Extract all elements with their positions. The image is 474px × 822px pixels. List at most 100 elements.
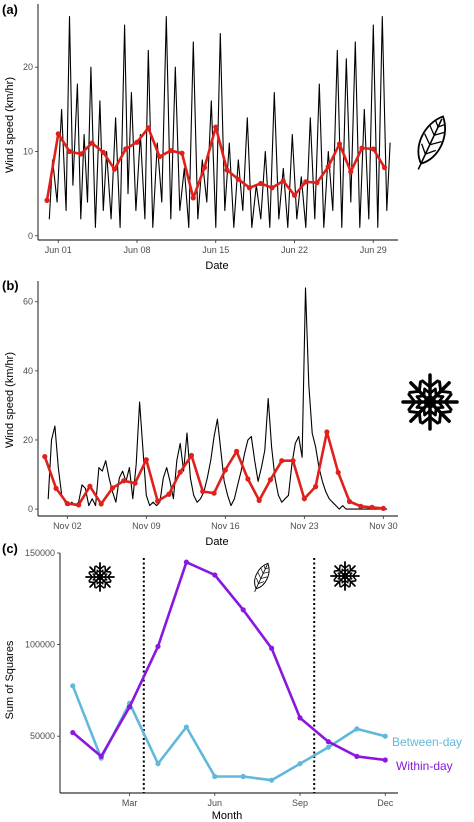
panel-a-series-daily-mean-point (348, 169, 354, 175)
panel-c-series-within-day-point (98, 753, 104, 759)
panel-c-series-between-day-point (240, 773, 246, 780)
panel-c-series-between-day-point (325, 744, 332, 750)
panel-a-series-daily-mean-point (145, 125, 151, 131)
panel-b-series-daily-mean-point (143, 457, 149, 463)
series-label-between-day: Between-day (392, 735, 462, 749)
panel-a-y-tick-label: 20 (23, 62, 33, 72)
panel-c-series-between-day-point (155, 761, 161, 767)
snowflake-icon (331, 562, 359, 590)
panel-a-x-tick-label: Jun 01 (45, 245, 72, 255)
leaf-icon (248, 560, 274, 595)
panel-b-series-daily-mean-point (64, 500, 70, 507)
panel-b-x-tick-label: Nov 02 (53, 521, 82, 531)
panel-c-series-within-day-point (297, 715, 303, 721)
panel-c-y-tick-label: 50000 (30, 731, 55, 741)
panel-b-series-daily-mean-point (211, 490, 217, 496)
panel-b-x-tick-label: Nov 23 (290, 521, 319, 531)
panel-c-x-tick-label: Jun (208, 798, 223, 808)
panel-a-series-daily-mean-point (100, 149, 106, 155)
panel-c-label: (c) (2, 541, 18, 556)
panel-c-series-within-day-point (183, 559, 189, 565)
panel-a-series-daily-mean-point (291, 192, 298, 198)
panel-b-series-daily-mean-point (369, 504, 375, 510)
panel-b-x-tick-label: Nov 09 (132, 521, 161, 531)
panel-b-series-daily-mean-point (324, 429, 330, 435)
panel-a-label: (a) (2, 2, 18, 17)
panel-b-xlabel: Date (205, 536, 228, 548)
panel-a-series-hourly-line (48, 16, 391, 228)
panel-b-series-daily-mean-point (245, 476, 251, 482)
panel-b-series-daily-mean-point (346, 498, 353, 505)
snowflake-icon (403, 375, 457, 429)
panel-b-series-daily-mean-point (380, 505, 386, 511)
panel-b-series-daily-mean-point (177, 469, 183, 475)
panel-a-xlabel: Date (205, 260, 228, 272)
panel-c-series-within-day-point (212, 572, 218, 578)
snowflake-icon (86, 563, 114, 591)
panel-a-series-daily-mean-point (359, 145, 365, 151)
panel-b-series-daily-mean-point (188, 452, 195, 459)
panel-b-series-daily-mean-point (290, 458, 296, 464)
panel-c-x-tick-label: Dec (377, 798, 394, 808)
panel-a-series-daily-mean-point (89, 140, 95, 146)
panel-b-x-tick-label: Nov 30 (369, 521, 398, 531)
panel-c-series-within-day-point (382, 757, 388, 763)
panel-a-series-daily-mean-point (303, 179, 309, 185)
panel-c-xlabel: Month (212, 810, 243, 822)
panel-c-plot: 50000 100000 150000 Mar Jun Sep Dec (25, 548, 398, 808)
panel-b-series-daily-mean-point (76, 502, 82, 508)
panel-a-series-daily-mean-point (280, 178, 286, 184)
panel-b-series-daily-mean-point (121, 478, 127, 484)
panel-b-series-daily-mean-point (155, 498, 161, 504)
panel-b-y-tick-label: 60 (23, 297, 33, 307)
panel-b-series-daily-mean-point (335, 469, 341, 476)
panel-c-ylabel: Sum of Squares (4, 640, 16, 719)
panel-a-y-tick-label: 10 (23, 147, 33, 157)
panel-a-plot: 0 10 20 Jun 01 Jun 08 Jun 15 Jun 22 Jun 29 (23, 4, 398, 255)
series-label-within-day: Within-day (396, 759, 453, 773)
panel-c-y-tick-label: 100000 (25, 640, 55, 650)
panel-b-series-daily-mean-point (313, 484, 319, 490)
panel-a-series-daily-mean-point (258, 180, 264, 187)
panel-c-series-between-day-point (269, 777, 275, 783)
panel-b-y-tick-label: 0 (28, 504, 33, 514)
panel-a-series-daily-mean-point (314, 180, 320, 186)
leaf-icon (407, 110, 454, 175)
panel-a-series-daily-mean-point (246, 185, 253, 191)
panel-c-series-within-day-point (269, 645, 275, 651)
panel-b-y-tick-label: 20 (23, 435, 33, 445)
panel-a-series-daily-mean-point (55, 131, 61, 137)
panel-a-series-daily-mean-point (224, 167, 230, 173)
panel-b-series-daily-mean-point (256, 497, 262, 504)
panel-a-series-daily-mean-point (336, 141, 343, 147)
panel-a-series-daily-mean-point (213, 124, 219, 130)
panel-a-series-daily-mean-point (370, 146, 376, 152)
panel-b-series-hourly-line (47, 287, 388, 510)
panel-b-series-daily-mean-point (279, 458, 285, 464)
panel-a-series-daily-mean-point (44, 197, 50, 203)
panel-a-y-tick-label: 0 (28, 231, 33, 241)
panel-a-x-tick-label: Jun 22 (281, 245, 308, 255)
panel-c-series-between-day-point (297, 761, 303, 767)
panel-a-ylabel: Wind speed (km/hr) (4, 77, 16, 173)
panel-b-series-daily-mean-point (222, 467, 228, 473)
panel-a-series-daily-mean-point (134, 139, 140, 145)
panel-c-series-within-day-point (240, 607, 246, 613)
panel-a-series-daily-mean-point (235, 176, 241, 182)
panel-a-series-daily-mean-point (156, 153, 163, 160)
panel-c-series-within-day-point (126, 704, 133, 710)
panel-a-x-tick-label: Jun 15 (202, 245, 229, 255)
panel-b-label: (b) (2, 278, 19, 293)
panel-b-series-daily-mean-point (98, 501, 104, 507)
panel-b-series-daily-mean-point (42, 453, 48, 460)
panel-b-series-daily-mean-point (53, 485, 59, 491)
panel-a-series-daily-mean-point (325, 164, 331, 170)
panel-c-series-between-day-point (70, 683, 76, 689)
panel-b-series-daily-mean-point (234, 448, 240, 454)
panel-b-series-daily-mean-point (358, 503, 364, 509)
panel-c-series-within-day-point (354, 753, 360, 759)
panel-b-series-daily-mean-point (87, 483, 93, 489)
panel-c-series-within-day-point (70, 729, 76, 736)
panel-b-ylabel: Wind speed (km/hr) (4, 352, 16, 448)
